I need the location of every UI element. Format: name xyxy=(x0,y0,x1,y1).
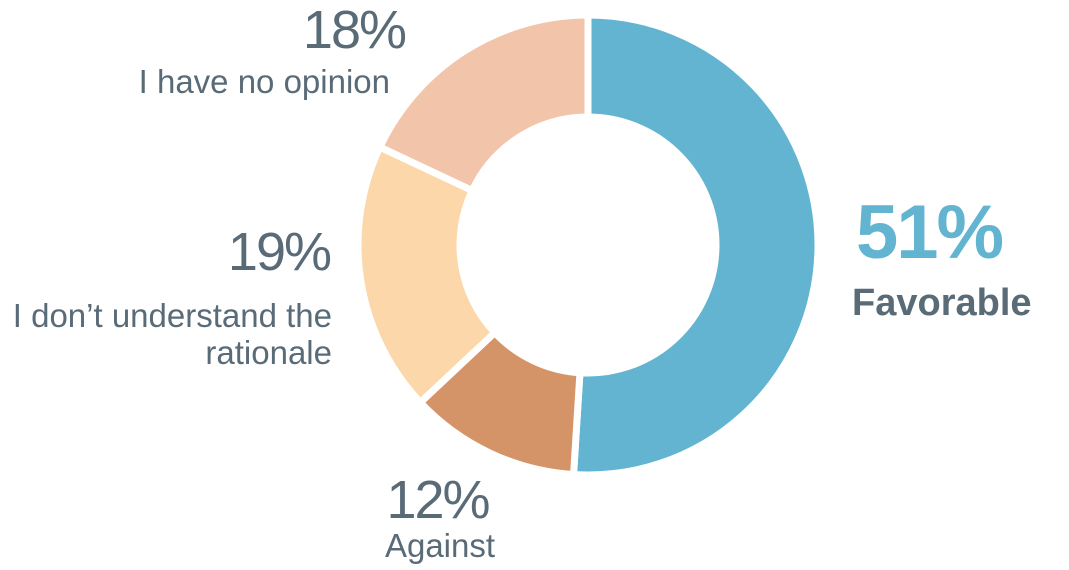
category-label: Favorable xyxy=(852,282,1032,324)
category-label: I have no opinion xyxy=(138,63,390,100)
value-label: 19% xyxy=(227,222,332,282)
donut-slice xyxy=(375,11,592,196)
category-label: I don’t understand the rationale xyxy=(12,297,332,371)
value-label: 12% xyxy=(386,470,490,530)
donut-slice xyxy=(354,142,500,408)
category-label: Against xyxy=(384,527,496,564)
value-label: 51% xyxy=(856,190,1004,275)
donut-slice xyxy=(569,11,822,479)
value-label: 18% xyxy=(302,0,407,60)
